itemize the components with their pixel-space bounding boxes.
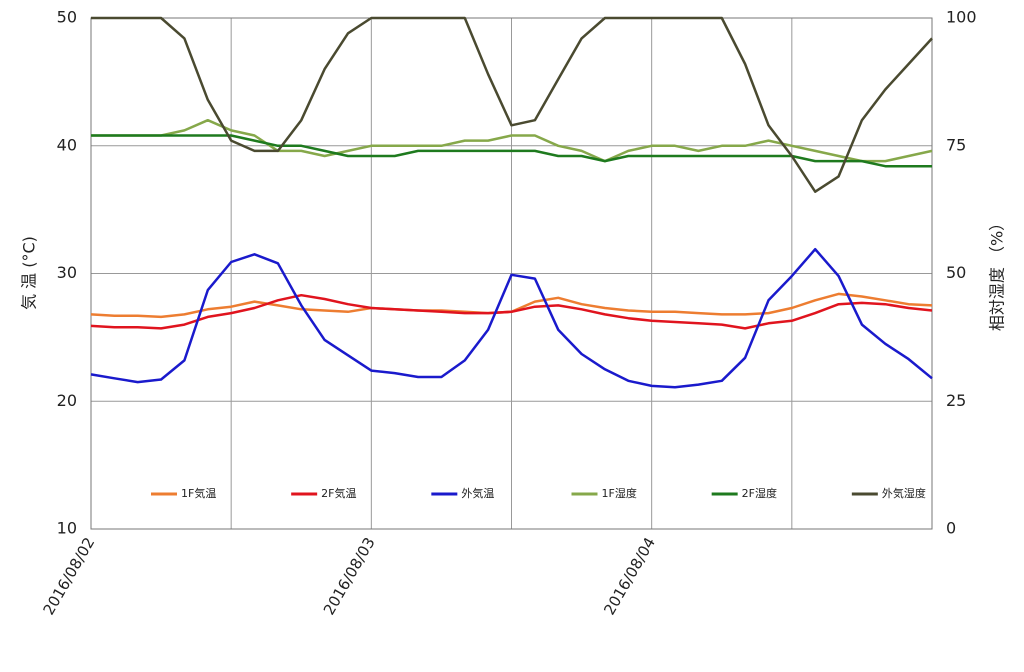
series-line: [91, 16, 933, 193]
y-tick-label: 20: [57, 391, 77, 410]
y2-tick-label: 75: [946, 135, 966, 154]
y2-axis-label: 相対湿度 （%）: [988, 215, 1007, 331]
plot-frame: [90, 17, 933, 530]
y-axis-label: 気 温 (°C): [20, 236, 39, 310]
legend-label: 外気温: [461, 486, 494, 500]
series-line: [90, 247, 933, 389]
y2-tick-label: 25: [946, 391, 966, 410]
y-tick-label: 50: [57, 8, 77, 27]
y-tick-label: 40: [57, 135, 77, 154]
y2-tick-label: 100: [946, 8, 977, 27]
legend-label: 1F湿度: [602, 486, 637, 500]
x-tick-label: 2016/08/03: [320, 534, 379, 618]
series-line: [90, 293, 933, 330]
legend-label: 2F湿度: [742, 486, 777, 500]
y-tick-label: 30: [57, 263, 77, 282]
legend-label: 外気湿度: [882, 486, 926, 500]
y-tick-label: 10: [57, 519, 77, 538]
x-tick-label: 2016/08/02: [40, 534, 99, 618]
x-tick-label: 2016/08/04: [600, 534, 659, 618]
y2-tick-label: 0: [946, 519, 956, 538]
legend-label: 1F気温: [181, 486, 216, 500]
y2-tick-label: 50: [946, 263, 966, 282]
legend-label: 2F気温: [321, 486, 356, 500]
series-line: [91, 118, 933, 163]
